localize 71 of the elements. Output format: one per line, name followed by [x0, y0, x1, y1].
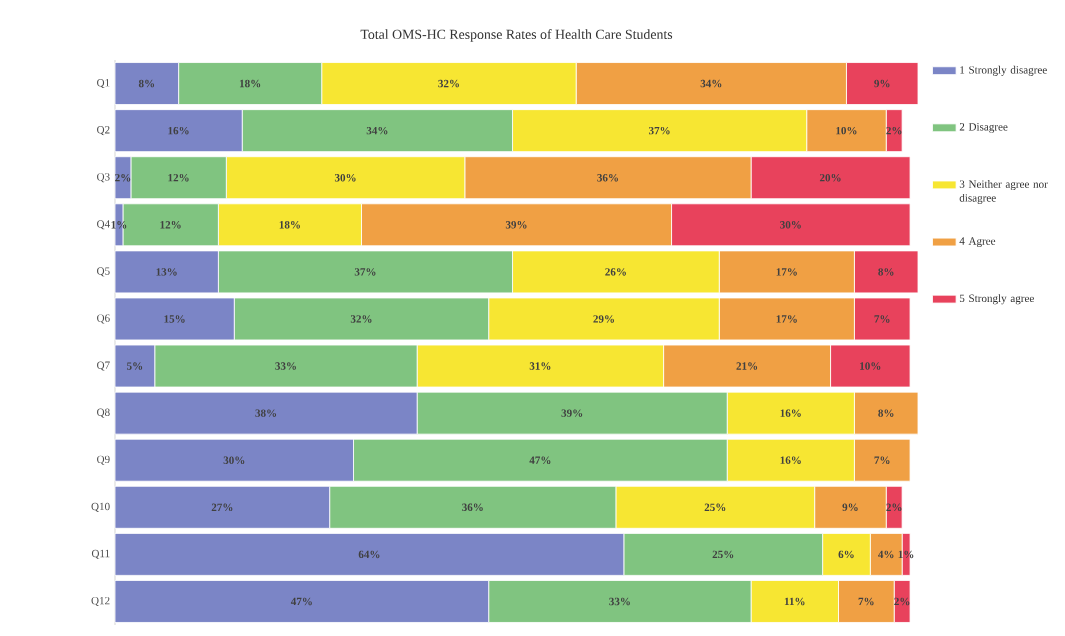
chart-title: Total OMS-HC Response Rates of Health Care Students [360, 29, 673, 42]
legend-label: 5 Strongly agree [959, 294, 1034, 305]
data-label: 31% [529, 362, 551, 370]
data-label: 25% [712, 550, 734, 559]
data-label: 32% [350, 315, 372, 323]
y-tick-label: Q11 [91, 549, 110, 559]
data-label: 11% [784, 597, 805, 606]
data-label: 39% [505, 221, 527, 229]
data-label: 30% [223, 456, 245, 464]
legend-label: 4 Agree [959, 237, 996, 248]
y-tick-label: Q10 [91, 502, 110, 512]
y-tick-label: Q7 [97, 361, 110, 371]
data-label: 9% [874, 79, 890, 88]
y-tick-label: Q2 [97, 126, 110, 136]
data-label: 16% [168, 126, 189, 135]
data-label: 8% [878, 409, 894, 417]
data-label: 12% [160, 221, 181, 229]
y-tick-label: Q4 [97, 220, 110, 230]
data-label: 29% [593, 315, 614, 323]
data-label: 33% [609, 597, 630, 606]
data-label: 18% [279, 221, 300, 229]
data-label: 47% [290, 597, 312, 606]
data-label: 15% [164, 315, 185, 323]
legend-label: 1 Strongly disagree [960, 65, 1047, 76]
data-label: 36% [462, 503, 483, 512]
data-label: 9% [842, 503, 858, 512]
data-label: 20% [819, 173, 841, 182]
data-label: 17% [776, 315, 797, 323]
data-label: 25% [704, 503, 726, 512]
y-tick-label: Q5 [97, 267, 110, 277]
data-label: 5% [127, 362, 143, 370]
data-label: 30% [780, 221, 801, 229]
data-label: 37% [354, 268, 376, 276]
data-label: 12% [168, 173, 189, 182]
data-label: 36% [597, 173, 618, 182]
y-tick-label: Q1 [97, 78, 110, 89]
data-label: 7% [874, 456, 890, 464]
data-label: 2% [115, 173, 131, 182]
data-label: 64% [358, 550, 380, 559]
legend-label: 3 Neither agree nor disagree [959, 180, 1048, 204]
data-label: 18% [239, 79, 261, 88]
data-label: 33% [275, 362, 296, 370]
data-label: 7% [874, 315, 890, 323]
data-label: 30% [334, 173, 356, 182]
data-label: 34% [700, 79, 722, 88]
data-label: 16% [780, 456, 801, 464]
y-tick-label: Q8 [97, 408, 110, 418]
data-label: 17% [776, 268, 797, 276]
data-label: 27% [211, 503, 233, 512]
y-tick-label: Q3 [97, 173, 110, 183]
data-label: 16% [780, 409, 801, 417]
data-label: 37% [648, 126, 670, 135]
y-tick-label: Q12 [91, 596, 110, 607]
data-label: 7% [858, 597, 874, 606]
data-label: 34% [366, 126, 388, 135]
data-label: 32% [438, 79, 459, 88]
data-label: 26% [605, 268, 626, 276]
data-label: 38% [255, 409, 277, 417]
data-label: 8% [138, 79, 155, 88]
data-label: 4% [878, 550, 894, 559]
data-label: 21% [736, 362, 758, 370]
legend-label: 2 Disagree [959, 123, 1008, 133]
data-label: 13% [156, 268, 177, 276]
y-tick-label: Q9 [97, 455, 110, 465]
data-label: 47% [529, 456, 551, 464]
data-label: 8% [878, 268, 894, 276]
data-label: 10% [860, 362, 881, 370]
data-label: 39% [561, 409, 583, 417]
data-label: 6% [838, 550, 854, 559]
y-tick-label: Q6 [97, 314, 110, 324]
data-label: 10% [836, 126, 857, 135]
